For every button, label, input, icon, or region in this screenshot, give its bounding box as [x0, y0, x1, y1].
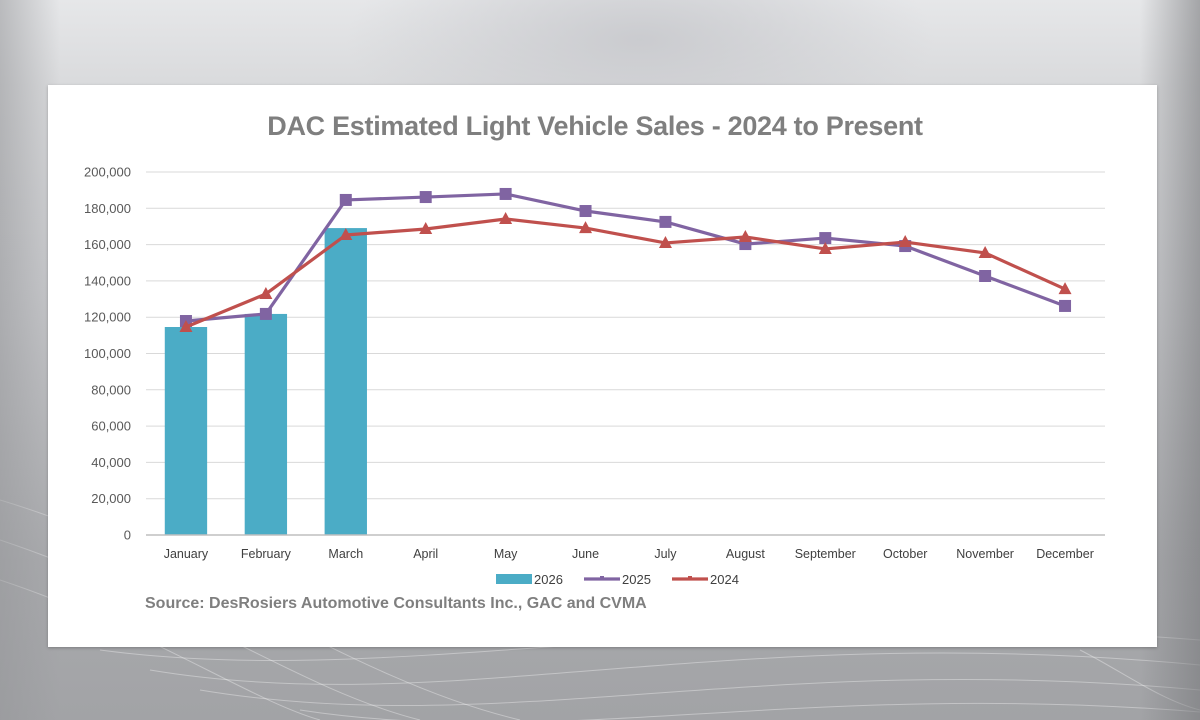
x-tick-label: February [241, 547, 292, 561]
point-2025-february [259, 307, 272, 320]
chart-card [48, 85, 1157, 647]
y-tick-label: 140,000 [84, 273, 131, 288]
point-2024-june [579, 221, 593, 234]
legend-item-2026: 2026 [496, 572, 563, 587]
point-2024-march [339, 227, 353, 240]
legend-swatch [496, 574, 532, 584]
x-tick-label: August [726, 547, 765, 561]
x-tick-label: January [164, 547, 209, 561]
y-tick-label: 0 [124, 528, 131, 543]
bar-2026-february [244, 313, 288, 535]
y-tick-label: 180,000 [84, 201, 131, 216]
legend-item-2024: 2024 [672, 572, 739, 587]
x-tick-label: December [1036, 547, 1094, 561]
point-2024-april [419, 221, 433, 234]
legend-label: 2024 [710, 572, 739, 587]
y-tick-label: 80,000 [91, 382, 131, 397]
x-tick-label: May [494, 547, 518, 561]
y-tick-label: 200,000 [84, 165, 131, 180]
line-2025 [185, 192, 1066, 323]
chart-title: DAC Estimated Light Vehicle Sales - 2024… [267, 111, 923, 141]
point-2024-september [818, 241, 832, 254]
legend-marker [600, 576, 604, 580]
point-2025-december [1059, 299, 1072, 312]
point-2025-november [979, 269, 992, 282]
legend-label: 2025 [622, 572, 651, 587]
point-2024-november [978, 245, 992, 258]
x-tick-label: September [795, 547, 856, 561]
point-2024-july [658, 235, 672, 248]
point-2025-april [419, 191, 432, 204]
point-2025-september [819, 232, 832, 245]
legend-label: 2026 [534, 572, 563, 587]
point-2024-january [179, 320, 193, 333]
bar-2026-march [324, 228, 367, 535]
point-2024-october [898, 235, 912, 248]
point-2025-june [579, 205, 592, 218]
point-2025-may [499, 187, 512, 200]
point-2024-february [259, 286, 273, 299]
point-2024-december [1058, 282, 1072, 295]
line-2024 [185, 217, 1066, 329]
x-tick-label: July [654, 547, 677, 561]
y-tick-label: 20,000 [91, 491, 131, 506]
point-2025-july [659, 215, 672, 228]
point-2024-august [738, 229, 752, 242]
x-tick-label: November [956, 547, 1014, 561]
y-tick-label: 120,000 [84, 310, 131, 325]
legend: 2026 2025 2024 [496, 572, 739, 587]
y-tick-label: 100,000 [84, 346, 131, 361]
y-tick-label: 60,000 [91, 419, 131, 434]
x-tick-label: April [413, 547, 438, 561]
x-tick-label: March [328, 547, 363, 561]
legend-item-2025: 2025 [584, 572, 651, 587]
point-2024-may [499, 212, 513, 225]
y-tick-label: 160,000 [84, 237, 131, 252]
x-tick-label: June [572, 547, 599, 561]
chart-source: Source: DesRosiers Automotive Consultant… [145, 595, 647, 612]
y-tick-label: 40,000 [91, 455, 131, 470]
point-2025-march [339, 193, 352, 206]
legend-marker [688, 576, 692, 580]
x-tick-label: October [883, 547, 927, 561]
bar-2026-january [164, 327, 208, 535]
